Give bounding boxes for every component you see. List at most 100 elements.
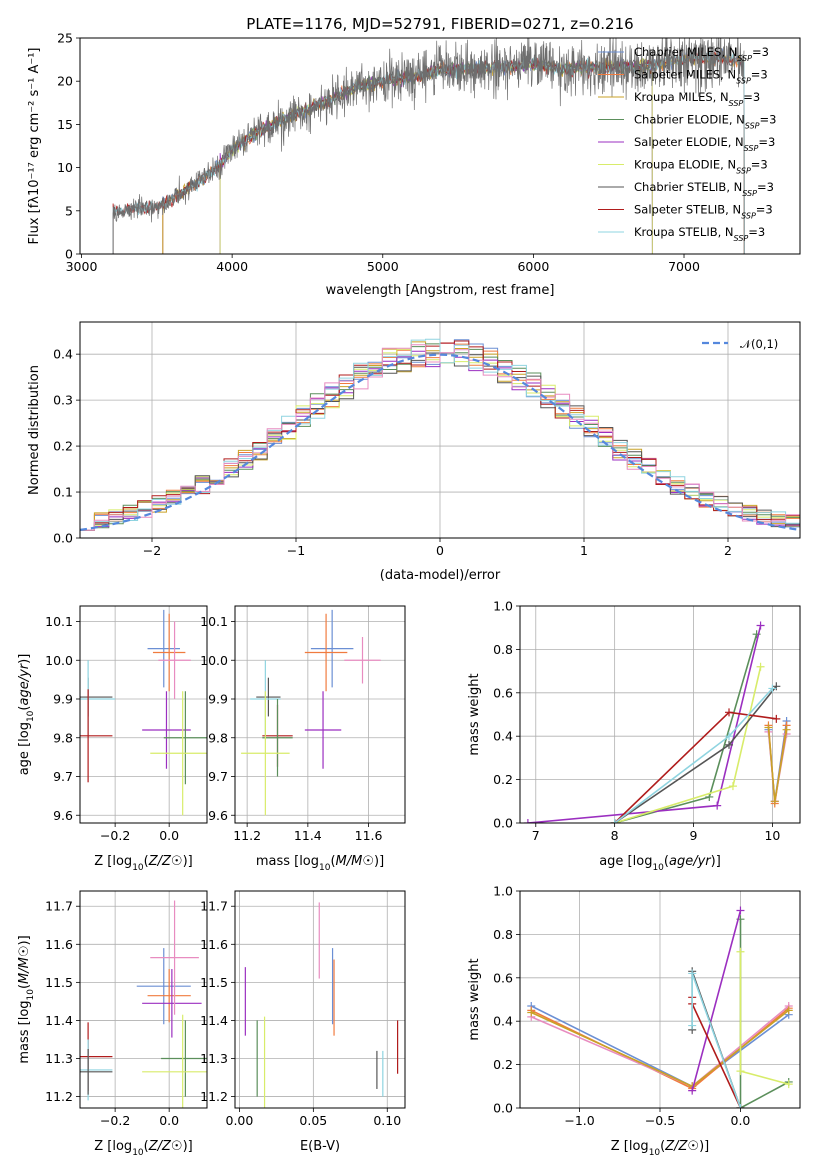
y-tick-label: 9.8 (208, 730, 228, 745)
observed-spectrum-line (112, 38, 745, 223)
y-tick-label: 9.6 (53, 808, 73, 823)
y-tick-label: 10 (57, 160, 73, 175)
series-line (614, 666, 762, 823)
panel-mass-vs-EBV: 0.00 0.05 0.10 11.2 11.3 11.4 11.5 11.6 11.7 E(B-… (200, 890, 406, 1154)
panel-weight-vs-Z: −1.0 −0.5 0.0 0.0 0.2 0.4 0.6 0.8 1.0 Z [log10(Z/… (467, 884, 801, 1158)
series-marker (736, 906, 745, 915)
x-tick-label: 11.6 (355, 828, 383, 843)
x-tick-label: 2 (724, 543, 732, 558)
legend-entry: Kroupa ELODIE, NSSP=3 (634, 158, 768, 176)
y-tick-label: 9.8 (53, 730, 73, 745)
x-tick-label: −0.5 (645, 1113, 675, 1128)
y-tick-label: 10.1 (45, 614, 73, 629)
y-tick-label: 0.6 (493, 685, 513, 700)
series-marker (768, 684, 777, 693)
y-tick-label: 11.2 (200, 1089, 228, 1104)
y-axis-label: Flux [fλ10⁻¹⁷ erg cm⁻² s⁻¹ A⁻¹] (27, 48, 42, 245)
series-marker (756, 621, 765, 630)
y-tick-label: 0.8 (493, 927, 513, 942)
series-marker (610, 819, 619, 823)
series-marker (756, 662, 765, 671)
x-tick-label: 0.0 (159, 828, 179, 843)
axes-frame (79, 890, 208, 1109)
plot-area (112, 38, 745, 254)
x-tick-label: 0.10 (373, 1113, 401, 1128)
y-tick-label: 11.7 (45, 899, 73, 914)
y-axis-label: Normed distribution (27, 365, 42, 495)
y-tick-label: 11.5 (200, 975, 228, 990)
series-marker (725, 740, 734, 749)
series-marker (527, 1008, 536, 1017)
y-tick-label: 1.0 (493, 884, 513, 899)
y-tick-label: 0.4 (493, 729, 513, 744)
normal-curve (80, 353, 800, 531)
series-marker (728, 782, 737, 791)
series-marker (688, 969, 697, 978)
axes-frame (234, 890, 406, 1109)
y-tick-label: 10.0 (45, 653, 73, 668)
plot-area (241, 609, 381, 816)
series-marker (725, 708, 734, 717)
x-tick-label: 0 (436, 543, 444, 558)
series-marker (782, 725, 791, 734)
y-tick-label: 25 (57, 31, 73, 46)
y-axis-label: age [log10(age/yr)] (17, 654, 36, 776)
plot-area (80, 900, 207, 1108)
y-tick-label: 11.2 (45, 1089, 73, 1104)
x-axis-label: mass [log10(M/M☉)] (256, 854, 384, 873)
x-tick-label: 4000 (216, 259, 248, 274)
x-tick-label: 0.05 (299, 1113, 327, 1128)
axes-frame (79, 321, 801, 539)
x-tick-label: 1 (580, 543, 588, 558)
y-tick-label: 11.6 (200, 937, 228, 952)
series-marker (784, 1006, 793, 1015)
legend-entry: Salpeter ELODIE, NSSP=3 (634, 135, 775, 153)
series-marker (772, 714, 781, 723)
y-tick-label: 0.3 (53, 393, 73, 408)
axes-frame (519, 605, 801, 824)
y-tick-label: 11.3 (200, 1051, 228, 1066)
x-tick-label: 9 (690, 828, 698, 843)
y-tick-label: 0.0 (53, 531, 73, 546)
series-marker (736, 1067, 745, 1076)
panel-weight-vs-age: 7 8 9 10 0.0 0.2 0.4 0.6 0.8 1.0 age [log10(age/yr… (467, 599, 801, 873)
y-axis-label: mass weight (467, 673, 482, 755)
y-tick-label: 0.4 (493, 1014, 513, 1029)
x-tick-label: 8 (611, 828, 619, 843)
legend-entry: Salpeter STELIB, NSSP=3 (634, 203, 773, 221)
series-line (691, 910, 742, 1091)
plot-area (244, 902, 399, 1108)
y-tick-label: 0.4 (53, 347, 73, 362)
series-marker (725, 732, 734, 741)
legend-entry: Kroupa STELIB, NSSP=3 (634, 225, 765, 243)
x-tick-label: −1.0 (564, 1113, 594, 1128)
histogram-series (80, 344, 800, 538)
plot-area (527, 906, 793, 1108)
y-tick-label: 0 (65, 247, 73, 262)
model-spectrum-line (112, 52, 745, 254)
x-tick-label: 7 (532, 828, 540, 843)
series-line (691, 973, 742, 1108)
y-tick-label: 0.2 (493, 1057, 513, 1072)
panel-mass-vs-Z: −0.2 0.0 11.2 11.3 11.4 11.5 11.6 11.7 Z [log10(… (17, 890, 208, 1158)
y-tick-label: 0.2 (53, 439, 73, 454)
series-marker (764, 723, 773, 732)
x-tick-label: 7000 (668, 259, 700, 274)
y-tick-label: 11.5 (45, 975, 73, 990)
y-tick-label: 20 (57, 74, 73, 89)
x-tick-label: 0.00 (226, 1113, 254, 1128)
legend-entry: 𝒩(0,1) (740, 337, 778, 351)
series-marker (784, 1080, 793, 1089)
x-axis-label: (data-model)/error (380, 568, 501, 583)
y-tick-label: 9.7 (208, 769, 228, 784)
model-spectrum-line (112, 51, 745, 254)
legend-entry: Chabrier MILES, NSSP=3 (634, 45, 769, 63)
x-tick-label: −2 (143, 543, 161, 558)
y-tick-label: 0.0 (493, 816, 513, 831)
legend-entry: Kroupa MILES, NSSP=3 (634, 90, 760, 108)
y-tick-label: 15 (57, 117, 73, 132)
panel-spectrum: 3000 4000 5000 6000 7000 0 5 10 15 20 25 wavelength… (27, 31, 801, 298)
y-tick-label: 11.7 (200, 899, 228, 914)
y-tick-label: 10.0 (200, 653, 228, 668)
x-axis-label: Z [log10(Z/Z☉)] (94, 1139, 192, 1158)
